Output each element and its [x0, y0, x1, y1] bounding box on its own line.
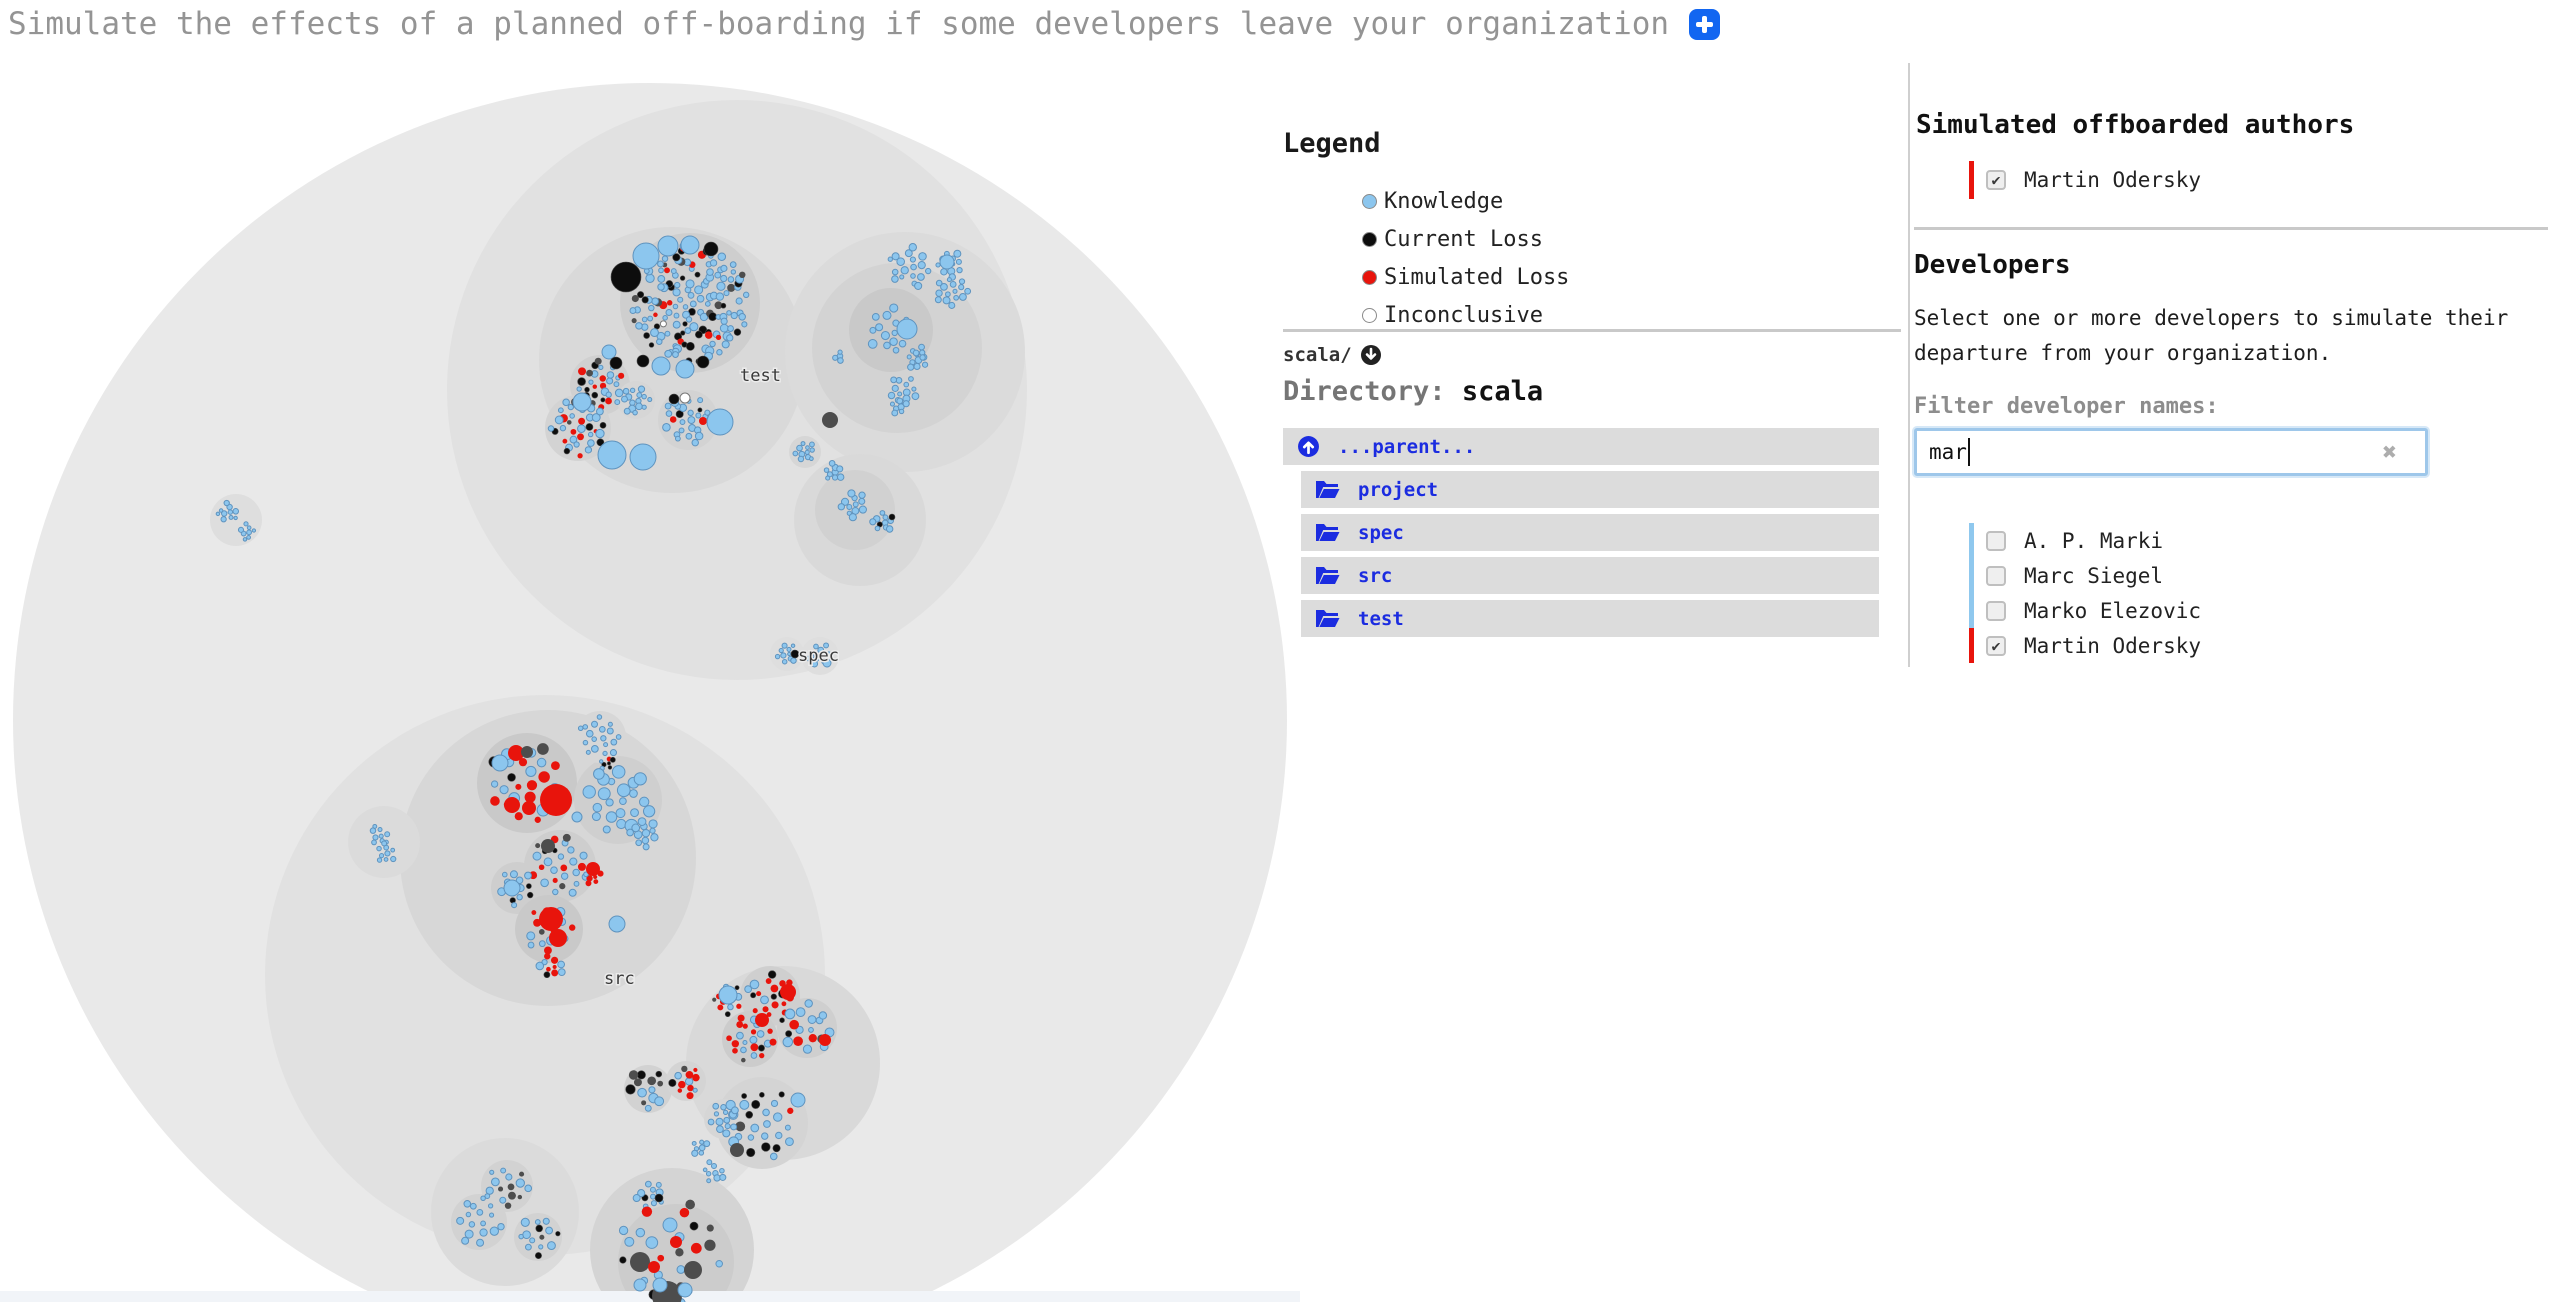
developer-row: ✔ Martin Odersky	[1916, 628, 2201, 663]
developer-name: Martin Odersky	[2024, 633, 2202, 658]
developer-checkbox[interactable]	[1986, 530, 2006, 551]
legend-item: Inconclusive	[1362, 296, 1569, 334]
nav-item-label: src	[1358, 564, 1393, 587]
directory-nav-item-spec[interactable]: spec	[1301, 514, 1879, 551]
nav-item-label: spec	[1358, 521, 1404, 544]
legend-item-label: Knowledge	[1384, 188, 1504, 214]
legend-item-label: Inconclusive	[1384, 302, 1543, 328]
developers-description: Select one or more developers to simulat…	[1914, 306, 2509, 365]
developer-color-bar	[1969, 558, 1974, 593]
clear-filter-icon[interactable]: ✖	[2382, 438, 2397, 466]
chart-directory-label: spec	[798, 646, 839, 666]
legend-divider	[1283, 329, 1901, 332]
developer-name: Marc Siegel	[2024, 563, 2164, 588]
panel-separator	[1908, 63, 1910, 667]
folder-icon	[1315, 609, 1340, 628]
legend-dot-icon	[1362, 307, 1377, 323]
developer-filter-input[interactable]: mar ✖	[1914, 428, 2428, 476]
directory-label: Directory:	[1283, 376, 1446, 407]
offboarded-author-list: ✔ Martin Odersky	[1916, 161, 2201, 199]
collapse-down-icon[interactable]	[1360, 344, 1382, 366]
developer-list: A. P. Marki Marc Siegel Marko Elezovic ✔…	[1916, 523, 2201, 663]
developer-name: A. P. Marki	[2024, 528, 2164, 553]
directory-nav-item-test[interactable]: test	[1301, 600, 1879, 637]
page-title-bar: Simulate the effects of a planned off-bo…	[8, 6, 1721, 42]
directory-name: scala	[1461, 376, 1544, 407]
developer-row: ✔ Martin Odersky	[1916, 161, 2201, 199]
legend-dot-icon	[1362, 269, 1377, 285]
breadcrumb-path: scala/	[1283, 344, 1352, 366]
developer-color-bar	[1969, 628, 1974, 663]
developers-heading: Developers	[1914, 250, 2071, 280]
directory-nav-item-project[interactable]: project	[1301, 471, 1879, 508]
legend: Knowledge Current Loss Simulated Loss Incon…	[1362, 182, 1569, 334]
developer-color-bar	[1969, 523, 1974, 558]
developer-color-bar	[1969, 593, 1974, 628]
developer-name: Marko Elezovic	[2024, 598, 2202, 623]
developer-color-bar	[1969, 161, 1974, 199]
developer-row: Marko Elezovic	[1916, 593, 2201, 628]
nav-item-label: ...parent...	[1338, 435, 1476, 458]
text-caret	[1967, 438, 1970, 466]
filter-value: mar	[1929, 440, 1967, 464]
folder-icon	[1315, 566, 1340, 585]
section-divider	[1914, 227, 2548, 230]
developer-name: Martin Odersky	[2024, 168, 2202, 192]
chart-directory-label: src	[604, 969, 635, 989]
legend-item: Knowledge	[1362, 182, 1569, 220]
folder-icon	[1315, 523, 1340, 542]
developer-checkbox[interactable]: ✔	[1986, 170, 2006, 190]
legend-item-label: Simulated Loss	[1384, 264, 1570, 290]
legend-heading: Legend	[1283, 128, 1381, 159]
parent-up-icon	[1297, 435, 1320, 458]
developer-checkbox[interactable]	[1986, 600, 2006, 621]
legend-item: Simulated Loss	[1362, 258, 1569, 296]
directory-nav-item-src[interactable]: src	[1301, 557, 1879, 594]
nav-item-label: test	[1358, 607, 1404, 630]
page-title: Simulate the effects of a planned off-bo…	[8, 6, 1670, 42]
directory-nav: ...parent... project spec src test	[1283, 428, 1879, 643]
developer-row: A. P. Marki	[1916, 523, 2201, 558]
filter-label: Filter developer names:	[1914, 394, 2219, 419]
developer-row: Marc Siegel	[1916, 558, 2201, 593]
add-simulation-icon[interactable]	[1689, 8, 1721, 40]
legend-dot-icon	[1362, 231, 1377, 247]
developer-checkbox[interactable]	[1986, 565, 2006, 586]
directory-heading: Directory: scala	[1283, 376, 1543, 407]
legend-item-label: Current Loss	[1384, 226, 1543, 252]
nav-item-label: project	[1358, 478, 1439, 501]
developer-checkbox[interactable]: ✔	[1986, 635, 2006, 656]
directory-nav-parent[interactable]: ...parent...	[1283, 428, 1879, 465]
chart-directory-label: test	[740, 366, 781, 386]
legend-dot-icon	[1362, 193, 1377, 209]
knowledge-bubble-chart[interactable]: test spec src	[0, 60, 1300, 1302]
offboarded-heading: Simulated offboarded authors	[1916, 110, 2355, 140]
legend-item: Current Loss	[1362, 220, 1569, 258]
breadcrumb: scala/	[1283, 344, 1382, 366]
folder-icon	[1315, 480, 1340, 499]
